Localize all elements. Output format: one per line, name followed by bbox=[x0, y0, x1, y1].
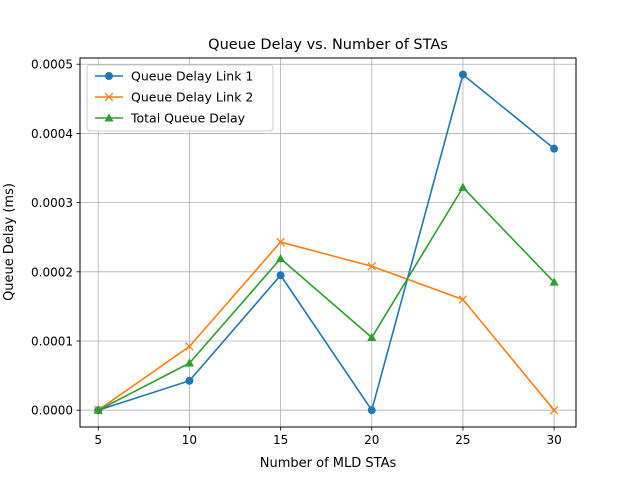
data-point bbox=[276, 237, 285, 247]
data-point bbox=[93, 405, 103, 414]
y-tick-label: 0.0000 bbox=[31, 404, 73, 418]
data-point bbox=[367, 406, 376, 415]
series-layer bbox=[93, 70, 559, 415]
x-tick-label: 15 bbox=[273, 433, 288, 447]
data-point bbox=[276, 271, 285, 280]
axis-ticks: 5 10 15 20 25 30 0.0000 0.0001 0.0002 0.0003 0.000… bbox=[31, 58, 562, 447]
data-point bbox=[550, 144, 559, 153]
legend-label: Queue Delay Link 2 bbox=[131, 90, 253, 105]
data-point bbox=[549, 277, 559, 286]
series-line bbox=[97, 73, 555, 411]
data-point bbox=[458, 182, 468, 191]
x-tick-label: 10 bbox=[182, 433, 197, 447]
y-tick-label: 0.0002 bbox=[31, 265, 73, 279]
data-point bbox=[367, 332, 377, 341]
data-point bbox=[184, 358, 195, 367]
y-tick-label: 0.0004 bbox=[31, 127, 73, 141]
data-point bbox=[549, 405, 559, 415]
legend-swatch-marker bbox=[105, 72, 113, 80]
y-tick-label: 0.0003 bbox=[31, 196, 73, 210]
legend-frame bbox=[86, 64, 274, 132]
x-axis-label: Number of MLD STAs bbox=[260, 456, 397, 471]
y-tick-label: 0.0005 bbox=[31, 58, 73, 72]
x-tick-label: 5 bbox=[94, 433, 102, 447]
series-line bbox=[97, 241, 555, 411]
legend: Queue Delay Link 1 Queue Delay Link 2 Tota… bbox=[86, 64, 274, 132]
data-point bbox=[275, 254, 286, 263]
chart-title: Queue Delay vs. Number of STAs bbox=[208, 37, 448, 53]
y-axis-label: Queue Delay (ms) bbox=[2, 183, 17, 301]
x-tick-label: 25 bbox=[455, 433, 470, 447]
plot-frame bbox=[79, 57, 577, 428]
legend-label: Queue Delay Link 1 bbox=[131, 69, 253, 84]
data-point bbox=[185, 342, 194, 351]
data-point bbox=[185, 376, 194, 385]
legend-swatch-marker bbox=[104, 92, 114, 102]
data-point bbox=[367, 262, 377, 271]
data-point bbox=[458, 295, 468, 304]
legend-swatch-marker bbox=[104, 113, 114, 122]
data-point bbox=[458, 70, 467, 79]
x-tick-label: 20 bbox=[364, 433, 379, 447]
x-tick-label: 30 bbox=[546, 433, 561, 447]
series-line bbox=[97, 186, 555, 411]
legend-label: Total Queue Delay bbox=[130, 111, 246, 126]
y-tick-label: 0.0001 bbox=[31, 334, 73, 348]
